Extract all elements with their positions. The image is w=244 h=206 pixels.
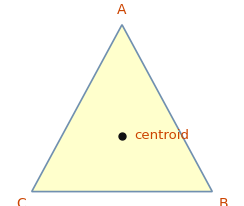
Point	[120, 134, 124, 138]
Text: centroid: centroid	[134, 129, 189, 143]
Text: A: A	[117, 3, 127, 17]
Text: C: C	[16, 197, 26, 206]
Polygon shape	[32, 25, 212, 192]
Text: B: B	[218, 197, 228, 206]
